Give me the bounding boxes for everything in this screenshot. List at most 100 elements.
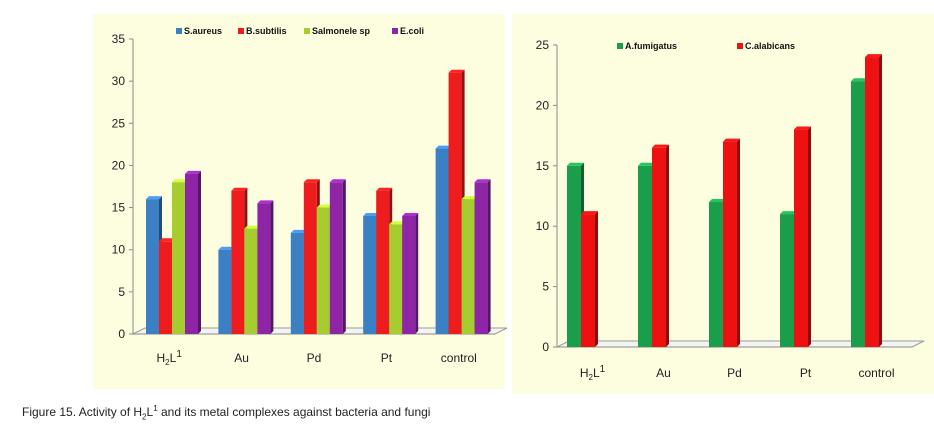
legend-label: C.alabicans <box>745 41 795 51</box>
y-tick-label: 0 <box>118 327 125 341</box>
bar-side <box>487 179 491 334</box>
y-tick-label: 15 <box>112 201 126 215</box>
bar-e-coli-au <box>257 200 274 334</box>
y-tick-label: 35 <box>112 32 126 46</box>
bar-top <box>435 145 452 149</box>
legend-swatch <box>304 28 310 34</box>
bar-top <box>303 179 320 183</box>
y-tick-label: 15 <box>536 159 550 173</box>
legend-item-a-fumigatus: A.fumigatus <box>617 41 677 51</box>
bar-c-alabicans-pd <box>723 138 740 347</box>
bar-face <box>723 141 737 347</box>
bar-side <box>666 144 669 347</box>
bar-top <box>316 204 333 208</box>
caption-mid: L <box>146 405 154 419</box>
bar-face <box>303 182 317 334</box>
bar-side <box>270 200 274 334</box>
bar-face <box>567 165 581 347</box>
bar-face <box>638 165 652 347</box>
bar-top <box>389 221 406 225</box>
bar-side <box>198 170 201 334</box>
bar-top <box>185 170 201 174</box>
legend-swatch <box>238 28 244 34</box>
fungi-chart-panel: 0 5 10 15 20 25 H2L1 Au Pd Pt control A.fumigatus C.… <box>512 14 934 394</box>
bar-face <box>794 129 808 347</box>
y-tick-label: 20 <box>112 158 126 172</box>
x-category-label-pt: Pt <box>381 351 393 365</box>
legend-label: S.aureus <box>184 26 222 36</box>
x-category-label-h2l1: H2L1 <box>157 349 183 367</box>
bar-side <box>342 179 346 334</box>
x-category-label-pd: Pd <box>307 351 322 365</box>
x-category-label-au: Au <box>234 351 249 365</box>
bar-face <box>402 216 416 334</box>
bar-top <box>329 179 346 183</box>
bar-face <box>851 81 865 348</box>
bar-top <box>581 211 598 215</box>
bar-side <box>595 211 598 347</box>
bar-face <box>389 224 403 334</box>
bar-e-coli-pd <box>329 179 346 334</box>
bar-side <box>737 138 740 347</box>
bar-face <box>231 190 245 334</box>
legend-label: A.fumigatus <box>625 41 677 51</box>
x-category-label-au: Au <box>656 366 671 380</box>
x-category-label-control: control <box>858 366 894 380</box>
bar-c-alabicans-h2l1 <box>581 211 598 347</box>
legend-label: E.coli <box>400 26 424 36</box>
x-category-label-h2l1: H2L1 <box>580 364 606 382</box>
bacteria-chart: 0 5 10 15 20 25 30 35 H2L1 Au Pd Pt control S.aureus B… <box>112 26 508 367</box>
bar-face <box>780 214 794 347</box>
bar-face <box>865 57 879 348</box>
caption-suffix: and its metal complexes against bacteria… <box>157 405 431 419</box>
caption-subscript: 2 <box>142 412 147 422</box>
bar-side <box>415 213 419 334</box>
bar-face <box>316 207 330 334</box>
fungi-chart: 0 5 10 15 20 25 H2L1 Au Pd Pt control A.fumigatus C.… <box>536 38 925 382</box>
bar-face <box>581 214 595 347</box>
figure-caption: Figure 15. Activity of H2L1 and its meta… <box>22 404 430 421</box>
legend-swatch <box>617 43 623 49</box>
bar-face <box>159 241 172 334</box>
bar-face <box>376 190 390 334</box>
bar-face <box>652 147 666 347</box>
bar-face <box>218 249 232 334</box>
bar-top <box>794 126 811 130</box>
legend-item-b-subtilis: B.subtilis <box>238 26 287 36</box>
bar-e-coli-h2l1 <box>185 170 201 334</box>
legend-swatch <box>392 28 398 34</box>
y-tick-label: 25 <box>112 116 126 130</box>
bar-face <box>435 148 449 334</box>
bar-top <box>567 162 584 166</box>
legend-swatch <box>176 28 182 34</box>
bar-c-alabicans-pt <box>794 126 811 347</box>
bar-face <box>172 182 185 334</box>
legend-item-e-coli: E.coli <box>392 26 424 36</box>
bar-c-alabicans-control <box>865 54 882 348</box>
bar-top <box>780 211 797 215</box>
y-tick-label: 0 <box>542 340 549 354</box>
bar-top <box>290 229 307 233</box>
bar-face <box>185 173 198 334</box>
bar-face <box>329 182 343 334</box>
y-tick-label: 20 <box>536 98 550 112</box>
bar-face <box>290 232 304 334</box>
bar-e-coli-control <box>474 179 491 334</box>
legend-label: B.subtilis <box>246 26 287 36</box>
bar-top <box>231 187 248 191</box>
y-tick-label: 10 <box>112 243 126 257</box>
bar-top <box>448 69 465 73</box>
bar-top <box>172 179 188 183</box>
bar-top <box>461 196 478 200</box>
bar-top <box>376 187 393 191</box>
x-category-label-control: control <box>441 351 477 365</box>
bar-e-coli-pt <box>402 213 419 334</box>
legend-item-salmonele-sp: Salmonele sp <box>304 26 371 36</box>
bar-top <box>474 179 491 183</box>
y-tick-label: 30 <box>112 74 126 88</box>
bar-top <box>146 196 162 200</box>
x-category-label-pd: Pd <box>727 366 742 380</box>
bar-face <box>461 199 475 334</box>
bacteria-chart-panel: 0 5 10 15 20 25 30 35 H2L1 Au Pd Pt control S.aureus B… <box>93 14 508 389</box>
bar-face <box>474 182 488 334</box>
